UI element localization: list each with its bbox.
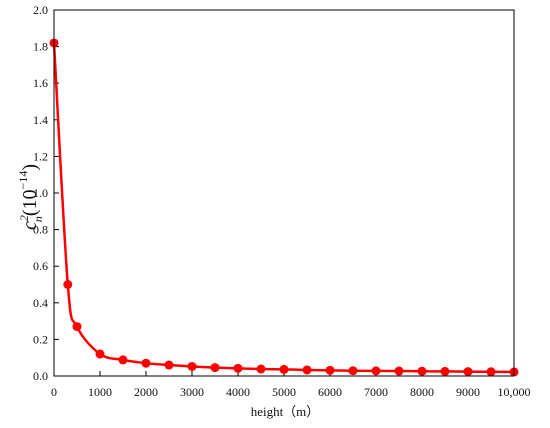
y-tick-label: 0.6	[33, 259, 48, 273]
y-tick-label: 1.4	[33, 113, 48, 127]
data-point	[440, 366, 450, 376]
y-tick-label: 1.2	[33, 149, 48, 163]
x-tick-label: 3000	[180, 385, 204, 399]
y-axis-title: c2n(10−14)	[16, 164, 45, 230]
x-tick-label: 0	[51, 385, 57, 399]
data-point	[279, 364, 289, 374]
x-tick-label: 4000	[226, 385, 250, 399]
y-tick-label: 1.0	[33, 186, 48, 200]
data-point	[394, 366, 404, 376]
x-tick-label: 2000	[134, 385, 158, 399]
y-tick-label: 0.4	[33, 296, 48, 310]
data-point	[371, 366, 381, 376]
data-point	[233, 363, 243, 373]
data-point	[256, 364, 266, 374]
data-point	[210, 363, 220, 373]
data-point	[302, 365, 312, 375]
y-tick-label: 0.0	[33, 369, 48, 383]
x-tick-label: 8000	[410, 385, 434, 399]
x-tick-label: 10,000	[498, 385, 531, 399]
y-tick-label: 1.6	[33, 76, 48, 90]
y-tick-label: 2.0	[33, 3, 48, 17]
data-point	[486, 367, 496, 377]
data-point	[325, 365, 335, 375]
data-point	[63, 280, 73, 289]
data-point	[95, 349, 105, 359]
x-tick-label: 6000	[318, 385, 342, 399]
x-tick-label: 1000	[88, 385, 112, 399]
y-axis-ticks: 0.0 0.2 0.4 0.6 0.8 1.0 1.2 1.4 1.6 1.8 2.0	[33, 3, 59, 383]
data-point	[141, 358, 151, 368]
data-point	[72, 322, 82, 332]
data-point	[417, 366, 427, 376]
x-tick-label: 9000	[456, 385, 480, 399]
data-point	[463, 367, 473, 377]
y-tick-label: 0.8	[33, 223, 48, 237]
data-point	[118, 355, 128, 365]
data-point	[164, 360, 174, 370]
y-tick-label: 0.2	[33, 332, 48, 346]
series-line	[52, 42, 515, 374]
x-axis-title: height（m）	[251, 404, 320, 419]
data-point	[348, 366, 358, 376]
x-axis-ticks: 0 1000 2000 3000 4000 5000 6000 7000 8000 9000 10,…	[51, 371, 531, 399]
y-tick-label: 1.8	[33, 40, 48, 54]
series-group	[49, 38, 519, 377]
x-tick-label: 5000	[272, 385, 296, 399]
x-tick-label: 7000	[364, 385, 388, 399]
plot-frame	[53, 9, 515, 377]
data-point	[187, 361, 197, 371]
